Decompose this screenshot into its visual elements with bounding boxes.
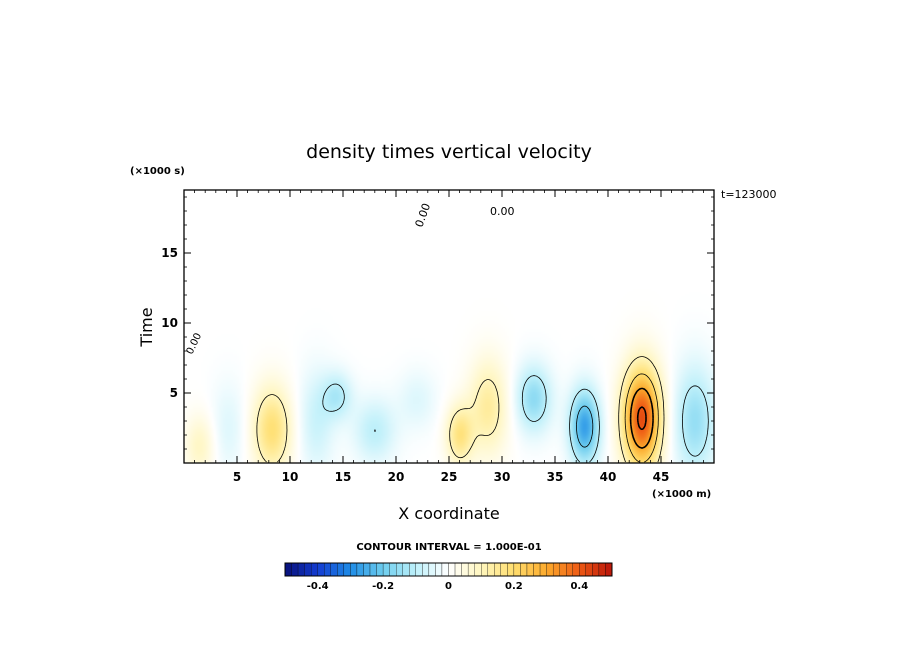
colorbar-cell (533, 562, 541, 577)
heatmap-field (184, 190, 714, 463)
colorbar-cell (337, 562, 345, 577)
colorbar-tick-label: 0.2 (505, 581, 523, 592)
x-tick-label: 25 (441, 470, 458, 484)
colorbar-cell (304, 562, 312, 577)
colorbar-cell (415, 562, 423, 577)
colorbar-cell (559, 562, 567, 577)
y-unit-label: (×1000 s) (130, 166, 185, 177)
chart-title: density times vertical velocity (306, 141, 592, 163)
colorbar-cell (389, 562, 397, 577)
time-annotation: t=123000 (721, 188, 777, 201)
colorbar-cell (291, 562, 299, 577)
colorbar-cell (520, 562, 528, 577)
colorbar-cell (461, 562, 469, 577)
colorbar-cell (356, 562, 364, 577)
colorbar-cell (467, 562, 475, 577)
colorbar-cell (435, 562, 443, 577)
contour-line (256, 356, 665, 463)
colorbar-cell (350, 562, 358, 577)
colorbar-cell (454, 562, 462, 577)
colorbar-cell (539, 562, 547, 577)
colorbar-cell (369, 562, 377, 577)
y-tick-label: 10 (161, 316, 178, 330)
colorbar-cell (494, 562, 501, 577)
contour-line (636, 406, 647, 430)
x-axis-ticks: 5 10 15 20 25 30 35 40 45 (194, 190, 704, 484)
contour-line (629, 387, 654, 449)
colorbar-cell (330, 562, 338, 577)
colorbar-cell (513, 562, 521, 577)
colorbar-cell (605, 562, 613, 577)
colorbar-cell (422, 562, 430, 577)
x-axis-label: X coordinate (398, 504, 499, 523)
colorbar-cell (317, 562, 325, 577)
x-tick-label: 20 (388, 470, 405, 484)
contour-line (322, 375, 709, 463)
colorbar-cell (481, 562, 488, 577)
y-tick-label: 5 (170, 386, 178, 400)
colorbar: -0.4 -0.2 0 0.2 0.4 (284, 562, 613, 592)
colorbar-cell (592, 562, 600, 577)
x-tick-label: 10 (282, 470, 299, 484)
colorbar-cell (311, 562, 318, 577)
contour-line (624, 373, 659, 463)
colorbar-tick-label: 0 (445, 581, 452, 592)
colorbar-cell (500, 562, 508, 577)
colorbar-cell (409, 562, 416, 577)
colorbar-cell (441, 562, 449, 577)
contour-line (576, 405, 594, 448)
colorbar-cell (376, 562, 384, 577)
colorbar-cell (552, 562, 560, 577)
x-tick-label: 40 (600, 470, 617, 484)
colorbar-tick-label: 0.4 (570, 581, 588, 592)
x-tick-label: 15 (335, 470, 352, 484)
colorbar-cell (487, 562, 495, 577)
y-tick-label: 15 (161, 246, 178, 260)
contour-lines (256, 356, 709, 463)
colorbar-cell (585, 562, 593, 577)
colorbar-cell (598, 562, 606, 577)
colorbar-cell (297, 562, 305, 577)
y-axis-label: Time (137, 307, 156, 347)
colorbar-cell (448, 562, 456, 577)
colorbar-cell (428, 562, 436, 577)
colorbar-cell (363, 562, 371, 577)
colorbar-cell (526, 562, 534, 577)
colorbar-cell (572, 562, 580, 577)
colorbar-cell (343, 562, 351, 577)
colorbar-cell (324, 562, 331, 577)
colorbar-cell (579, 562, 586, 577)
y-axis-ticks: 5 10 15 (161, 196, 714, 450)
x-tick-label: 45 (653, 470, 670, 484)
colorbar-cell (507, 562, 515, 577)
x-tick-label: 5 (233, 470, 241, 484)
colorbar-cell (546, 562, 554, 577)
colorbar-cell (284, 562, 292, 577)
colorbar-tick-label: -0.2 (372, 581, 394, 592)
colorbar-ticks: -0.4 -0.2 0 0.2 0.4 (307, 581, 588, 592)
x-tick-label: 35 (547, 470, 564, 484)
colorbar-cell (566, 562, 573, 577)
x-tick-label: 30 (494, 470, 511, 484)
colorbar-cell (402, 562, 410, 577)
colorbar-tick-label: -0.4 (307, 581, 329, 592)
colorbar-cell (474, 562, 482, 577)
colorbar-frame (284, 562, 613, 577)
x-unit-label: (×1000 m) (652, 489, 711, 500)
colorbar-cell (382, 562, 390, 577)
contour-label: 0.00 (490, 205, 515, 218)
colorbar-cells (284, 562, 613, 577)
colorbar-cell (396, 562, 403, 577)
contour-interval-label: CONTOUR INTERVAL = 1.000E-01 (356, 542, 541, 553)
